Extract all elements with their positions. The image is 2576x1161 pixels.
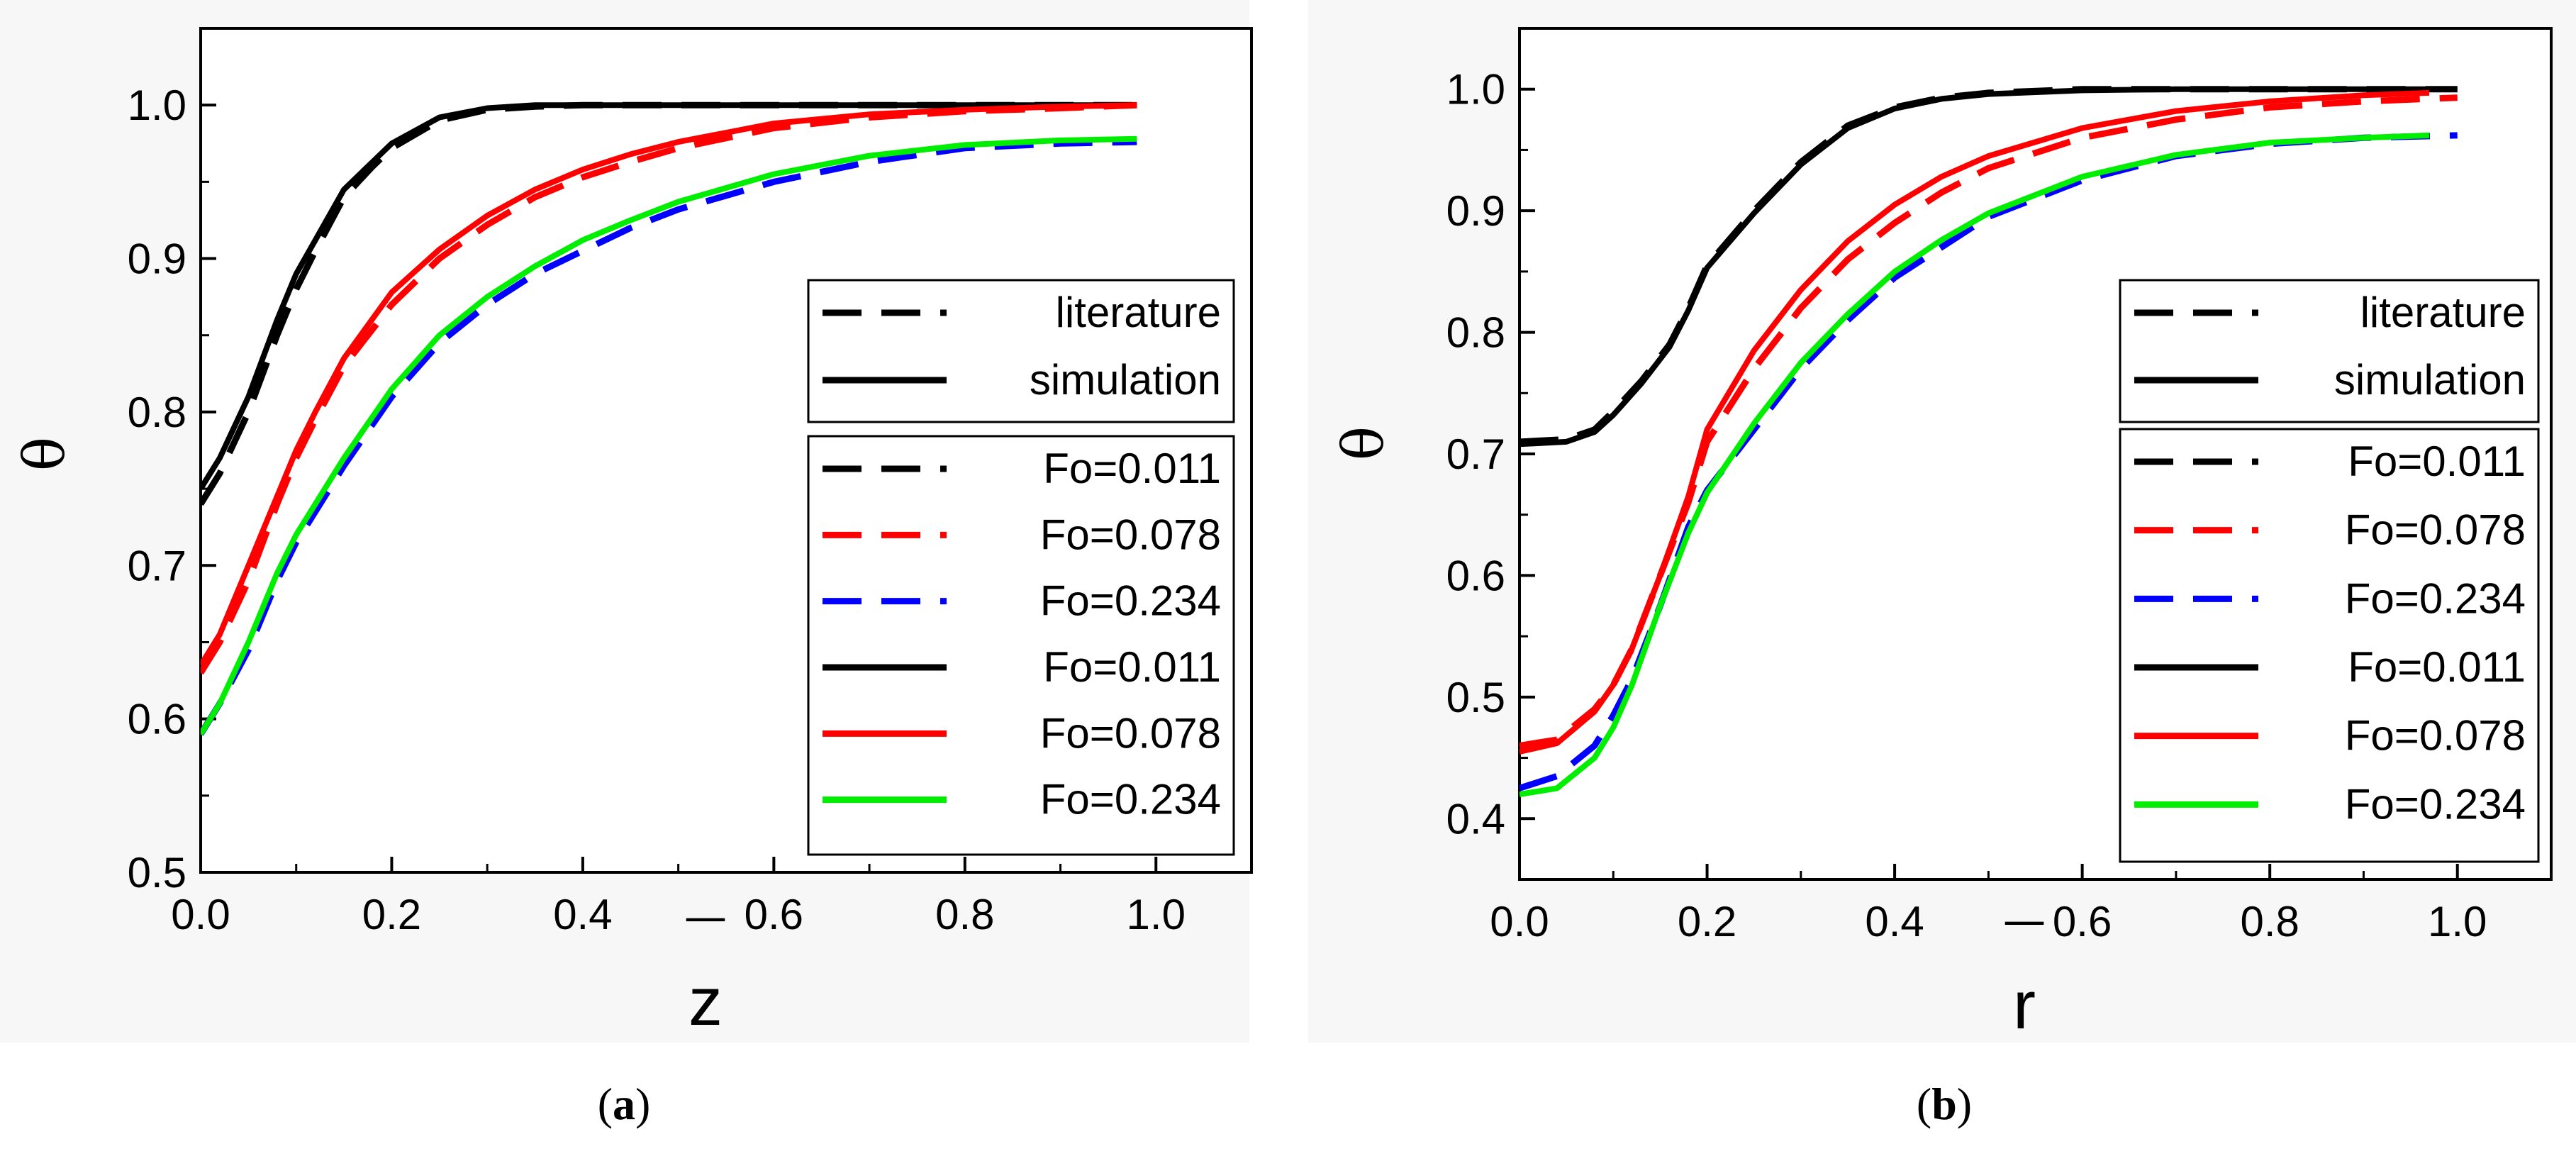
- legend-series-box: [2119, 428, 2540, 863]
- x-axis-label: r: [2013, 967, 2036, 1043]
- x-tick-label: 0.4: [553, 891, 612, 938]
- y-tick-label: 0.7: [128, 542, 186, 589]
- x-tick-label: 0.4: [1865, 898, 1924, 945]
- y-tick-label: 1.0: [128, 82, 186, 129]
- series-line: [1520, 89, 2430, 755]
- y-tick-label: 0.8: [1446, 309, 1505, 357]
- legend-label: literature: [2360, 289, 2526, 336]
- series-line: [1520, 86, 2458, 448]
- legend-label: Fo=0.078: [2345, 712, 2526, 760]
- caption-a-open: (: [597, 1079, 613, 1129]
- legend-label: Fo=0.234: [1040, 577, 1221, 625]
- x-tick-label: 0.8: [2240, 898, 2299, 945]
- legend-label: Fo=0.234: [2345, 574, 2526, 622]
- legend-label: Fo=0.234: [2345, 780, 2526, 828]
- legend-label: simulation: [1030, 356, 1221, 404]
- x-tick-label: 0.2: [1678, 898, 1736, 945]
- series-line: [201, 101, 1137, 675]
- chart-b: 0.0 0.2 0.4 0.6 0.8 1.0 0.4 0.5 0.6 0.7 0.8 0.9 1.0 θ…: [1330, 27, 2553, 1043]
- series-line: [1520, 132, 2430, 797]
- legend-style-box: [2119, 279, 2540, 423]
- caption-a: (a): [553, 1078, 695, 1131]
- legend-label: Fo=0.011: [1043, 643, 1221, 691]
- y-tick-label: 1.0: [1446, 66, 1505, 113]
- caption-b: (b): [1873, 1078, 2015, 1131]
- x-tick-label: 0.6: [2053, 898, 2112, 945]
- y-axis-label: θ: [1330, 426, 1396, 460]
- legend-label: Fo=0.234: [1040, 776, 1221, 823]
- x-axis-label: z: [688, 964, 723, 1040]
- series-group: [201, 101, 1137, 736]
- legend-style-box: [807, 279, 1235, 423]
- series-line: [201, 102, 1137, 667]
- x-tick-label: 0.6: [745, 891, 803, 938]
- legend-label: simulation: [2334, 356, 2526, 404]
- series-group: [1520, 86, 2458, 797]
- x-tick-label: 0.0: [171, 891, 230, 938]
- caption-b-open: (: [1916, 1079, 1932, 1129]
- y-tick-label: 0.7: [1446, 430, 1505, 478]
- x-tick-label: 1.0: [1127, 891, 1186, 938]
- series-line: [201, 138, 1137, 736]
- legend-label: Fo=0.011: [1043, 445, 1221, 492]
- x-tick-label: 0.8: [935, 891, 994, 938]
- caption-a-letter: a: [613, 1079, 635, 1129]
- series-line: [1520, 94, 2458, 749]
- legend-label: literature: [1056, 289, 1221, 336]
- x-tick-label: 1.0: [2428, 898, 2487, 945]
- series-line: [201, 102, 1137, 491]
- series-line: [201, 135, 1137, 736]
- y-tick-label: 0.9: [1446, 187, 1505, 235]
- y-tick-label: 0.6: [1446, 552, 1505, 599]
- chart-a: 0.0 0.2 0.4 0.6 0.8 1.0 0.5 0.6 0.7 0.8 0.9 1.0 θ z¯ l…: [11, 27, 1253, 1040]
- legend-label: Fo=0.078: [1040, 709, 1221, 757]
- y-tick-label: 0.8: [128, 389, 186, 436]
- y-axis-label: θ: [11, 437, 77, 471]
- legend-label: Fo=0.078: [2345, 506, 2526, 554]
- legend-label: Fo=0.078: [1040, 511, 1221, 558]
- y-tick-label: 0.5: [1446, 674, 1505, 721]
- caption-b-letter: b: [1931, 1079, 1957, 1129]
- x-axis-label-bar: ¯: [2005, 912, 2043, 988]
- caption-a-close: ): [635, 1079, 651, 1129]
- x-tick-label: 0.2: [362, 891, 421, 938]
- y-tick-label: 0.9: [128, 235, 186, 283]
- y-tick-label: 0.4: [1446, 795, 1505, 843]
- legend-series-box: [807, 435, 1235, 856]
- y-tick-label: 0.5: [128, 849, 186, 896]
- y-tick-label: 0.6: [128, 696, 186, 743]
- x-axis-label-bar: ¯: [686, 909, 725, 984]
- caption-b-close: ): [1956, 1079, 1973, 1129]
- x-tick-label: 0.0: [1490, 898, 1549, 945]
- legend-label: Fo=0.011: [2348, 438, 2526, 485]
- legend-label: Fo=0.011: [2348, 643, 2526, 691]
